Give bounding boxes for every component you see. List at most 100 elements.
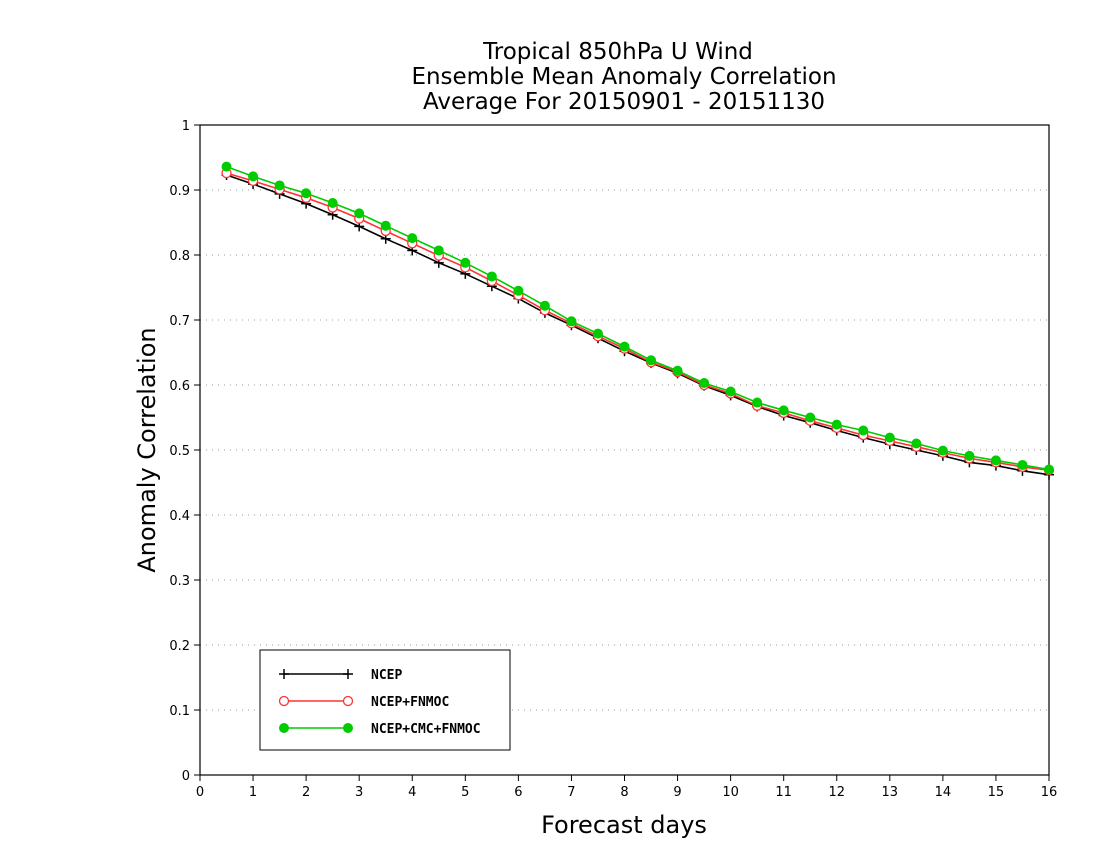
y-tick-label: 0.8 (169, 249, 190, 264)
series-ncep-cmc-fnmoc (221, 161, 1054, 475)
axis-ticks: 00.10.20.30.40.50.60.70.80.910 1 2 3 4 5 6 7 8 9 1… (169, 119, 1057, 800)
y-tick-label: 0.3 (169, 574, 190, 589)
filled-circle-marker (1017, 459, 1028, 470)
data-point (699, 378, 710, 389)
data-point (513, 285, 524, 296)
data-point (433, 245, 444, 256)
filled-circle-marker (672, 365, 683, 376)
x-axis-label: Forecast days (541, 811, 707, 839)
data-point (805, 412, 816, 423)
filled-circle-marker (778, 405, 789, 416)
data-point (1044, 464, 1054, 475)
data-point (964, 450, 975, 461)
filled-circle-marker (486, 271, 497, 282)
y-tick-label: 0.4 (169, 509, 190, 524)
legend-entry: NCEP (279, 668, 402, 683)
data-point (831, 419, 842, 430)
filled-circle-marker (380, 220, 391, 231)
data-point (778, 405, 789, 416)
y-tick-label: 0.1 (169, 704, 190, 719)
x-tick-label: 10 (722, 785, 739, 800)
data-point (725, 386, 736, 397)
x-tick-label: 12 (828, 785, 845, 800)
filled-circle-marker (354, 208, 365, 219)
chart-title: Tropical 850hPa U Wind Ensemble Mean Ano… (411, 39, 836, 115)
data-point (248, 171, 259, 182)
legend-label: NCEP+FNMOC (371, 695, 449, 710)
filled-circle-marker (327, 198, 338, 208)
series-line (226, 174, 1050, 476)
open-circle-marker (342, 695, 354, 707)
filled-circle-marker (248, 171, 259, 182)
filled-circle-marker (911, 438, 922, 449)
legend-entries: NCEP NCEP+FNMOC NCEP+CMC+FNMOC (278, 668, 481, 737)
y-tick-label: 1 (182, 119, 190, 134)
x-tick-label: 8 (620, 785, 628, 800)
filled-circle-marker (460, 257, 471, 268)
title-line-1: Tropical 850hPa U Wind (482, 39, 753, 65)
x-tick-label: 9 (673, 785, 681, 800)
y-tick-label: 0.7 (169, 314, 190, 329)
data-point (619, 341, 630, 352)
grid-lines (200, 189, 1049, 711)
data-point (221, 161, 232, 172)
x-tick-label: 11 (775, 785, 792, 800)
data-point (460, 257, 471, 268)
data-point (990, 455, 1001, 466)
legend-entry: NCEP+CMC+FNMOC (279, 722, 481, 737)
filled-circle-marker (752, 397, 763, 408)
data-point (301, 188, 312, 199)
filled-circle-marker (221, 161, 232, 172)
legend: NCEP NCEP+FNMOC NCEP+CMC+FNMOC (259, 649, 511, 751)
filled-circle-marker (513, 285, 524, 296)
open-circle-marker (278, 695, 290, 707)
filled-circle-marker (964, 450, 975, 461)
y-tick-label: 0.6 (169, 379, 190, 394)
legend-label: NCEP (371, 668, 402, 683)
series-ncep-fnmoc (221, 167, 1055, 476)
x-tick-label: 14 (935, 785, 952, 800)
x-tick-label: 4 (408, 785, 416, 800)
data-point (937, 445, 948, 456)
x-tick-label: 1 (249, 785, 257, 800)
filled-circle-marker (407, 233, 418, 244)
x-tick-label: 16 (1041, 785, 1058, 800)
filled-circle-marker (937, 445, 948, 456)
data-point (858, 425, 869, 436)
filled-circle-marker (858, 425, 869, 436)
series-line (226, 172, 1050, 471)
data-point (884, 432, 895, 443)
y-tick-label: 0.9 (169, 184, 190, 199)
x-tick-label: 6 (514, 785, 522, 800)
data-point (354, 208, 365, 219)
legend-entry: NCEP+FNMOC (278, 695, 449, 710)
x-tick-label: 0 (196, 785, 204, 800)
filled-circle-marker (884, 432, 895, 443)
x-tick-label: 15 (988, 785, 1005, 800)
data-point (646, 355, 657, 366)
filled-circle-marker (646, 355, 657, 366)
x-tick-label: 3 (355, 785, 363, 800)
data-series (221, 161, 1055, 480)
x-tick-label: 2 (302, 785, 310, 800)
y-tick-label: 0 (182, 769, 190, 784)
series-line (226, 165, 1050, 471)
series-ncep (221, 170, 1054, 480)
filled-circle-marker (279, 723, 289, 733)
data-point (672, 365, 683, 376)
filled-circle-marker (539, 300, 550, 311)
filled-circle-marker (725, 386, 736, 397)
data-point (327, 198, 338, 208)
filled-circle-marker (619, 341, 630, 352)
legend-box (259, 649, 511, 751)
filled-circle-marker (1044, 464, 1054, 475)
filled-circle-marker (990, 455, 1001, 466)
data-point (380, 220, 391, 231)
legend-label: NCEP+CMC+FNMOC (371, 722, 481, 737)
filled-circle-marker (592, 328, 603, 339)
data-point (911, 438, 922, 449)
data-point (752, 397, 763, 408)
data-point (274, 180, 285, 191)
data-point (407, 233, 418, 244)
